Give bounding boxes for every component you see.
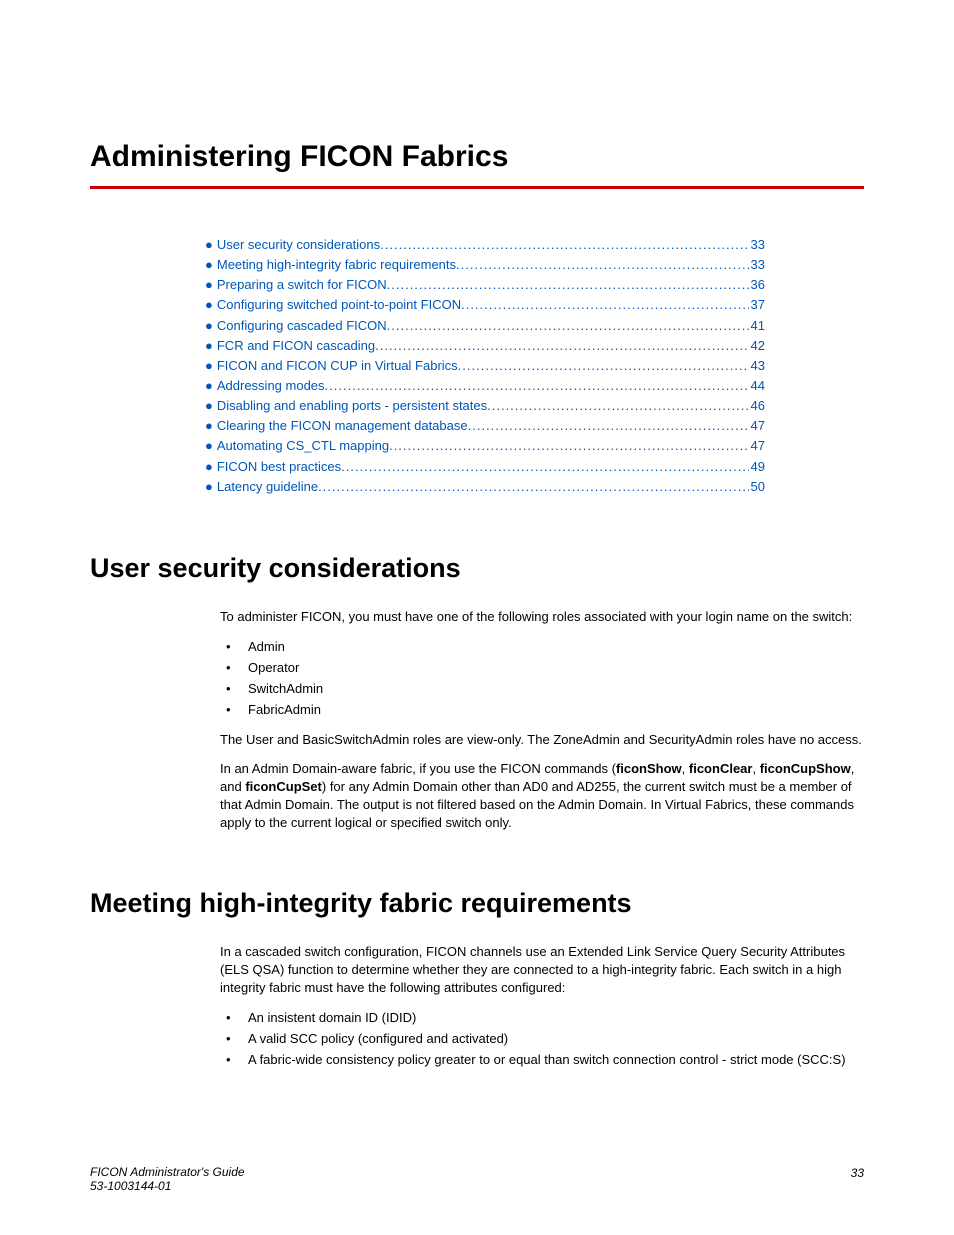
toc-row[interactable]: ●Automating CS_CTL mapping 47 bbox=[205, 436, 765, 456]
toc-leader bbox=[318, 477, 748, 497]
toc-label[interactable]: Latency guideline bbox=[217, 477, 318, 497]
cmd-ficonclear: ficonClear bbox=[689, 761, 753, 776]
toc-page[interactable]: 36 bbox=[749, 275, 765, 295]
toc-leader bbox=[458, 356, 749, 376]
us-intro: To administer FICON, you must have one o… bbox=[220, 608, 862, 626]
section-title-user-security: User security considerations bbox=[90, 553, 864, 584]
toc-label[interactable]: Configuring cascaded FICON bbox=[217, 316, 387, 336]
toc-row[interactable]: ●FICON best practices 49 bbox=[205, 457, 765, 477]
list-item: A valid SCC policy (configured and activ… bbox=[220, 1030, 862, 1048]
toc-label[interactable]: Disabling and enabling ports - persisten… bbox=[217, 396, 487, 416]
cmd-ficonshow: ficonShow bbox=[616, 761, 682, 776]
toc-label[interactable]: FICON and FICON CUP in Virtual Fabrics bbox=[217, 356, 458, 376]
toc-bullet-icon: ● bbox=[205, 396, 213, 416]
sep2: , bbox=[752, 761, 759, 776]
toc-leader bbox=[387, 275, 749, 295]
chapter-rule bbox=[90, 186, 864, 189]
roles-list: Admin Operator SwitchAdmin FabricAdmin bbox=[220, 638, 862, 719]
list-item: Operator bbox=[220, 659, 862, 677]
list-item: An insistent domain ID (IDID) bbox=[220, 1009, 862, 1027]
list-item: FabricAdmin bbox=[220, 701, 862, 719]
list-item: Admin bbox=[220, 638, 862, 656]
chapter-title: Administering FICON Fabrics bbox=[90, 140, 864, 174]
toc-page[interactable]: 47 bbox=[749, 436, 765, 456]
list-item: A fabric-wide consistency policy greater… bbox=[220, 1051, 862, 1069]
page: Administering FICON Fabrics ●User securi… bbox=[0, 0, 954, 1235]
sep1: , bbox=[682, 761, 689, 776]
toc-row[interactable]: ●Disabling and enabling ports - persiste… bbox=[205, 396, 765, 416]
toc-label[interactable]: Addressing modes bbox=[217, 376, 325, 396]
cmd-ficoncupshow: ficonCupShow bbox=[760, 761, 851, 776]
toc-leader bbox=[389, 436, 748, 456]
toc-leader bbox=[341, 457, 748, 477]
toc-row[interactable]: ●Configuring cascaded FICON 41 bbox=[205, 316, 765, 336]
hi-intro: In a cascaded switch configuration, FICO… bbox=[220, 943, 862, 997]
toc-row[interactable]: ●Meeting high-integrity fabric requireme… bbox=[205, 255, 765, 275]
toc-leader bbox=[325, 376, 749, 396]
toc-leader bbox=[456, 255, 749, 275]
toc-row[interactable]: ●FCR and FICON cascading 42 bbox=[205, 336, 765, 356]
toc-page[interactable]: 49 bbox=[749, 457, 765, 477]
toc-page[interactable]: 37 bbox=[749, 295, 765, 315]
toc-leader bbox=[487, 396, 748, 416]
toc-bullet-icon: ● bbox=[205, 356, 213, 376]
toc-row[interactable]: ●Configuring switched point-to-point FIC… bbox=[205, 295, 765, 315]
toc-page[interactable]: 50 bbox=[749, 477, 765, 497]
toc-row[interactable]: ●Latency guideline 50 bbox=[205, 477, 765, 497]
section-body-user-security: To administer FICON, you must have one o… bbox=[220, 608, 862, 832]
toc-bullet-icon: ● bbox=[205, 316, 213, 336]
toc-leader bbox=[461, 295, 748, 315]
toc-row[interactable]: ●Addressing modes 44 bbox=[205, 376, 765, 396]
page-footer: FICON Administrator's Guide 53-1003144-0… bbox=[90, 1165, 864, 1193]
cmd-ficoncupset: ficonCupSet bbox=[245, 779, 322, 794]
toc-bullet-icon: ● bbox=[205, 376, 213, 396]
toc-page[interactable]: 44 bbox=[749, 376, 765, 396]
toc-leader bbox=[387, 316, 749, 336]
toc-page[interactable]: 47 bbox=[749, 416, 765, 436]
toc-bullet-icon: ● bbox=[205, 436, 213, 456]
footer-page-number: 33 bbox=[851, 1166, 864, 1180]
toc-page[interactable]: 43 bbox=[749, 356, 765, 376]
toc-label[interactable]: User security considerations bbox=[217, 235, 380, 255]
toc-page[interactable]: 33 bbox=[749, 255, 765, 275]
toc-bullet-icon: ● bbox=[205, 336, 213, 356]
toc-label[interactable]: Preparing a switch for FICON bbox=[217, 275, 387, 295]
toc-row[interactable]: ●Clearing the FICON management database 4… bbox=[205, 416, 765, 436]
footer-doc-number: 53-1003144-01 bbox=[90, 1179, 864, 1193]
us-para3: In an Admin Domain-aware fabric, if you … bbox=[220, 760, 862, 832]
toc-label[interactable]: FICON best practices bbox=[217, 457, 341, 477]
toc-bullet-icon: ● bbox=[205, 295, 213, 315]
toc-bullet-icon: ● bbox=[205, 416, 213, 436]
us-para2: The User and BasicSwitchAdmin roles are … bbox=[220, 731, 862, 749]
section-title-high-integrity: Meeting high-integrity fabric requiremen… bbox=[90, 888, 864, 919]
toc-bullet-icon: ● bbox=[205, 275, 213, 295]
section-body-high-integrity: In a cascaded switch configuration, FICO… bbox=[220, 943, 862, 1069]
toc-leader bbox=[468, 416, 749, 436]
toc-label[interactable]: Automating CS_CTL mapping bbox=[217, 436, 389, 456]
footer-doc-title: FICON Administrator's Guide bbox=[90, 1165, 864, 1179]
toc-label[interactable]: Meeting high-integrity fabric requiremen… bbox=[217, 255, 456, 275]
toc-label[interactable]: Clearing the FICON management database bbox=[217, 416, 468, 436]
toc-page[interactable]: 42 bbox=[749, 336, 765, 356]
toc-label[interactable]: FCR and FICON cascading bbox=[217, 336, 375, 356]
list-item: SwitchAdmin bbox=[220, 680, 862, 698]
toc-bullet-icon: ● bbox=[205, 235, 213, 255]
toc-row[interactable]: ●Preparing a switch for FICON 36 bbox=[205, 275, 765, 295]
toc-page[interactable]: 33 bbox=[749, 235, 765, 255]
toc-bullet-icon: ● bbox=[205, 477, 213, 497]
toc-leader bbox=[380, 235, 748, 255]
us-para3-pre: In an Admin Domain-aware fabric, if you … bbox=[220, 761, 616, 776]
toc-leader bbox=[375, 336, 748, 356]
toc-row[interactable]: ●User security considerations 33 bbox=[205, 235, 765, 255]
toc-row[interactable]: ●FICON and FICON CUP in Virtual Fabrics 4… bbox=[205, 356, 765, 376]
hi-attr-list: An insistent domain ID (IDID) A valid SCC… bbox=[220, 1009, 862, 1069]
toc-label[interactable]: Configuring switched point-to-point FICO… bbox=[217, 295, 461, 315]
toc-bullet-icon: ● bbox=[205, 255, 213, 275]
toc-page[interactable]: 46 bbox=[749, 396, 765, 416]
table-of-contents: ●User security considerations33●Meeting … bbox=[205, 235, 765, 497]
toc-bullet-icon: ● bbox=[205, 457, 213, 477]
toc-page[interactable]: 41 bbox=[749, 316, 765, 336]
